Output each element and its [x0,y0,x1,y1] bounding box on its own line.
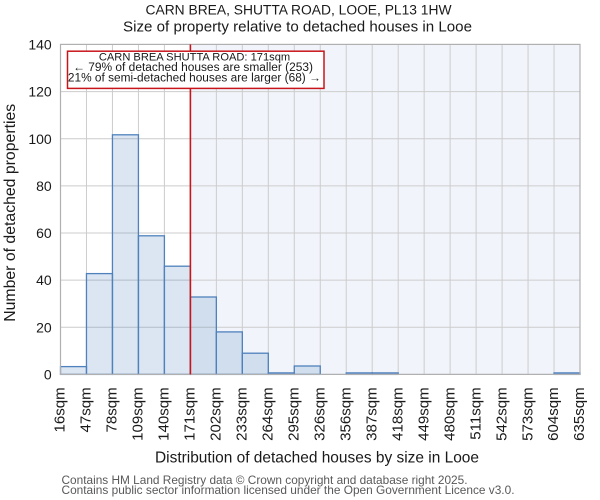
svg-text:109sqm: 109sqm [130,387,147,441]
svg-text:356sqm: 356sqm [337,387,354,441]
svg-text:20: 20 [36,319,52,335]
svg-text:202sqm: 202sqm [208,387,225,441]
svg-text:233sqm: 233sqm [234,387,251,441]
svg-text:418sqm: 418sqm [389,387,406,441]
svg-text:120: 120 [28,84,52,100]
svg-text:511sqm: 511sqm [467,387,484,439]
svg-text:60: 60 [36,225,52,241]
svg-text:← 79% of detached houses are s: ← 79% of detached houses are smaller (25… [73,61,313,74]
svg-text:449sqm: 449sqm [415,387,432,441]
svg-text:171sqm: 171sqm [182,387,199,441]
svg-text:Contains HM Land Registry data: Contains HM Land Registry data © Crown c… [62,473,468,487]
svg-text:Contains public sector informa: Contains public sector information licen… [62,483,515,497]
svg-text:16sqm: 16sqm [52,387,69,432]
svg-text:21% of semi-detached houses ar: 21% of semi-detached houses are larger (… [68,73,321,85]
svg-text:295sqm: 295sqm [285,387,302,441]
svg-text:604sqm: 604sqm [545,387,562,441]
svg-text:78sqm: 78sqm [104,387,121,432]
svg-text:Number of detached properties: Number of detached properties [2,104,19,322]
svg-text:542sqm: 542sqm [493,387,510,441]
svg-text:Distribution of detached house: Distribution of detached houses by size … [155,450,479,467]
svg-text:573sqm: 573sqm [519,387,536,441]
svg-text:CARN BREA SHUTTA ROAD: 171sqm: CARN BREA SHUTTA ROAD: 171sqm [99,51,290,63]
svg-text:387sqm: 387sqm [363,387,380,441]
svg-text:264sqm: 264sqm [260,387,277,441]
svg-text:Size of property relative to d: Size of property relative to detached ho… [123,19,472,36]
svg-text:140: 140 [28,37,52,53]
svg-text:CARN BREA, SHUTTA ROAD, LOOE,: CARN BREA, SHUTTA ROAD, LOOE, PL13 1HW [146,2,452,18]
svg-text:47sqm: 47sqm [78,387,95,432]
svg-text:100: 100 [28,131,52,147]
svg-text:80: 80 [36,178,52,194]
svg-text:0: 0 [44,367,52,383]
svg-text:140sqm: 140sqm [156,387,173,441]
svg-text:40: 40 [36,272,52,288]
svg-text:635sqm: 635sqm [571,387,588,441]
svg-text:480sqm: 480sqm [441,387,458,441]
svg-text:326sqm: 326sqm [311,387,328,441]
